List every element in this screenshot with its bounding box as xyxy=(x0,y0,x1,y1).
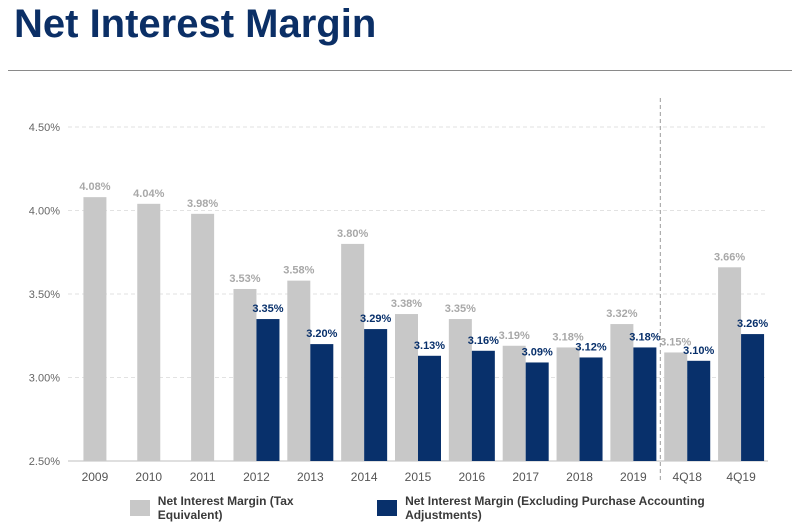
bar-excluding-pa-4q19 xyxy=(741,334,765,461)
data-label-tax-equivalent-2014: 3.80% xyxy=(337,228,368,240)
data-label-tax-equivalent-4q19: 3.66% xyxy=(714,251,745,263)
title-divider xyxy=(8,70,792,71)
bar-tax-equivalent-2013 xyxy=(287,280,311,461)
data-label-excluding-pa-2014: 3.29% xyxy=(360,313,391,325)
x-tick-label-4q19: 4Q19 xyxy=(726,470,756,484)
legend-item-tax-equivalent: Net Interest Margin (Tax Equivalent) xyxy=(130,494,359,522)
legend-item-excluding-pa: Net Interest Margin (Excluding Purchase … xyxy=(377,494,780,522)
data-label-excluding-pa-2012: 3.35% xyxy=(252,303,283,315)
x-tick-label-2015: 2015 xyxy=(405,470,432,484)
x-tick-label-4q18: 4Q18 xyxy=(673,470,703,484)
net-interest-margin-chart: 2.50% 3.00% 3.50% 4.00% 4.50% 4.08% 2009 4.04% 2… xyxy=(29,98,768,484)
bar-excluding-pa-2018 xyxy=(579,357,603,461)
bar-excluding-pa-2015 xyxy=(418,355,441,461)
data-label-excluding-pa-2016: 3.16% xyxy=(468,335,499,347)
data-label-tax-equivalent-2009: 4.08% xyxy=(79,181,110,193)
bar-tax-equivalent-2016 xyxy=(448,319,472,461)
data-label-tax-equivalent-2016: 3.35% xyxy=(445,303,476,315)
data-label-tax-equivalent-4q18: 3.15% xyxy=(660,336,691,348)
data-label-excluding-pa-4q19: 3.26% xyxy=(737,318,768,330)
bar-excluding-pa-2016 xyxy=(471,350,495,461)
legend-swatch-tax-equivalent xyxy=(130,500,150,516)
bar-tax-equivalent-2014 xyxy=(341,243,365,461)
chart-legend: Net Interest Margin (Tax Equivalent) Net… xyxy=(130,494,798,522)
data-label-excluding-pa-2017: 3.09% xyxy=(522,346,553,358)
y-tick-label-3-50-: 3.50% xyxy=(29,289,60,301)
x-tick-label-2009: 2009 xyxy=(82,470,109,484)
x-tick-label-2013: 2013 xyxy=(297,470,324,484)
legend-swatch-excluding-pa xyxy=(377,500,398,516)
data-label-tax-equivalent-2010: 4.04% xyxy=(133,188,164,200)
x-tick-label-2016: 2016 xyxy=(458,470,485,484)
x-tick-label-2018: 2018 xyxy=(566,470,593,484)
data-label-excluding-pa-2019: 3.18% xyxy=(629,331,660,343)
page-title: Net Interest Margin xyxy=(14,2,377,46)
data-label-excluding-pa-4q18: 3.10% xyxy=(683,345,714,357)
data-label-tax-equivalent-2017: 3.19% xyxy=(499,330,530,342)
data-label-excluding-pa-2013: 3.20% xyxy=(306,328,337,340)
x-tick-label-2012: 2012 xyxy=(243,470,270,484)
x-tick-label-2019: 2019 xyxy=(620,470,647,484)
data-label-tax-equivalent-2018: 3.18% xyxy=(552,331,583,343)
x-tick-label-2010: 2010 xyxy=(135,470,162,484)
bar-excluding-pa-2017 xyxy=(525,362,549,461)
bar-tax-equivalent-4q19 xyxy=(718,267,742,461)
data-label-tax-equivalent-2011: 3.98% xyxy=(187,198,218,210)
bar-tax-equivalent-2010 xyxy=(137,203,161,461)
bar-tax-equivalent-2018 xyxy=(556,347,580,461)
bar-tax-equivalent-4q18 xyxy=(664,352,688,461)
data-label-excluding-pa-2015: 3.13% xyxy=(414,340,445,352)
bar-tax-equivalent-2009 xyxy=(83,197,107,461)
y-tick-label-2-50-: 2.50% xyxy=(29,456,60,468)
x-tick-label-2017: 2017 xyxy=(512,470,539,484)
x-tick-label-2014: 2014 xyxy=(351,470,378,484)
data-label-tax-equivalent-2012: 3.53% xyxy=(229,273,260,285)
y-tick-label-4-00-: 4.00% xyxy=(29,206,60,218)
bar-excluding-pa-2014 xyxy=(364,329,388,461)
data-label-tax-equivalent-2019: 3.32% xyxy=(606,308,637,320)
bar-tax-equivalent-2015 xyxy=(395,314,418,461)
y-tick-label-4-50-: 4.50% xyxy=(29,122,60,134)
bar-excluding-pa-2013 xyxy=(310,344,334,461)
bar-tax-equivalent-2012 xyxy=(233,288,257,461)
bar-excluding-pa-2019 xyxy=(633,347,657,461)
bar-tax-equivalent-2017 xyxy=(502,345,526,461)
data-label-excluding-pa-2018: 3.12% xyxy=(575,341,606,353)
data-label-tax-equivalent-2013: 3.58% xyxy=(283,265,314,277)
legend-label-excluding-pa: Net Interest Margin (Excluding Purchase … xyxy=(405,494,705,522)
bar-tax-equivalent-2019 xyxy=(610,324,634,461)
legend-label-tax-equivalent: Net Interest Margin (Tax Equivalent) xyxy=(157,494,294,522)
bar-excluding-pa-2012 xyxy=(256,319,280,461)
x-tick-label-2011: 2011 xyxy=(190,470,216,484)
data-label-tax-equivalent-2015: 3.38% xyxy=(391,298,422,310)
bar-excluding-pa-4q18 xyxy=(687,360,711,461)
y-tick-label-3-00-: 3.00% xyxy=(29,373,60,385)
bar-tax-equivalent-2011 xyxy=(191,213,215,461)
